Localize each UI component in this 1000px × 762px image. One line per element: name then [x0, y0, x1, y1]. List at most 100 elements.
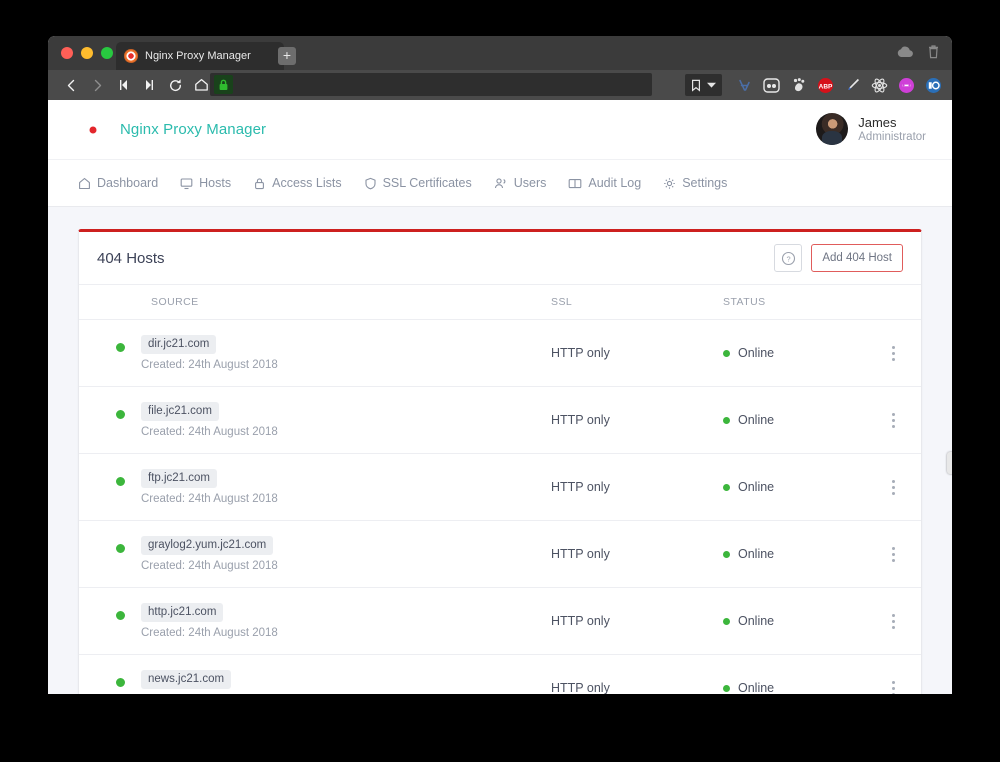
source-domain-badge[interactable]: file.jc21.com: [141, 402, 219, 421]
cell-actions: [865, 520, 921, 588]
back-icon[interactable]: [58, 73, 84, 97]
row-menu-button[interactable]: [865, 412, 921, 428]
nav-label: Dashboard: [97, 176, 159, 190]
trash-icon[interactable]: [927, 44, 940, 64]
nav-label: Audit Log: [588, 176, 642, 190]
row-menu-button[interactable]: [865, 479, 921, 495]
npm-logo-icon: [78, 115, 108, 145]
add-404-host-button[interactable]: Add 404 Host: [811, 244, 903, 272]
nav-item-users[interactable]: Users: [494, 176, 546, 190]
nav-item-settings[interactable]: Settings: [663, 176, 727, 190]
source-domain-badge[interactable]: dir.jc21.com: [141, 335, 217, 354]
minimize-window-button[interactable]: [81, 47, 93, 59]
card-header: 404 Hosts ? Add 404 Host: [79, 232, 921, 285]
table-row[interactable]: ftp.jc21.com Created: 24th August 2018 HTT…: [79, 453, 921, 521]
browser-nav-bar: ABP: [48, 70, 952, 100]
tabbar-right-icons: [897, 44, 940, 64]
nav-item-dashboard[interactable]: Dashboard: [78, 176, 158, 190]
table-row[interactable]: graylog2.yum.jc21.com Created: 24th Augus…: [79, 520, 921, 588]
ssl-value: HTTP only: [551, 614, 610, 628]
ssl-value: HTTP only: [551, 547, 610, 561]
status-label: Online: [738, 547, 775, 561]
cell-source: dir.jc21.com Created: 24th August 2018: [79, 319, 551, 387]
bookmark-icon: [692, 79, 700, 92]
close-window-button[interactable]: [61, 47, 73, 59]
source-domain-badge[interactable]: news.jc21.com: [141, 670, 232, 689]
nav-label: Hosts: [199, 176, 232, 190]
status-dot-icon: [115, 409, 126, 420]
monitor-icon: [180, 177, 193, 189]
brand-title[interactable]: Nginx Proxy Manager: [120, 121, 267, 138]
status-label: Online: [738, 346, 775, 360]
cell-actions: [865, 587, 921, 655]
react-devtools-icon[interactable]: [871, 77, 888, 94]
nav-item-hosts[interactable]: Hosts: [180, 176, 231, 190]
status-badge: Online: [723, 547, 865, 561]
status-dot-icon: [115, 610, 126, 621]
table-row[interactable]: http.jc21.com Created: 24th August 2018 HT…: [79, 587, 921, 655]
cell-ssl: HTTP only: [551, 520, 723, 588]
source-domain-badge[interactable]: http.jc21.com: [141, 603, 224, 622]
cell-source: ftp.jc21.com Created: 24th August 2018: [79, 453, 551, 521]
home-icon[interactable]: [188, 73, 214, 97]
status-dot-icon: [115, 342, 126, 353]
user-menu[interactable]: James Administrator: [816, 113, 926, 145]
wallet-icon[interactable]: [736, 77, 753, 94]
adblock-plus-icon[interactable]: ABP: [817, 77, 834, 94]
last-page-icon[interactable]: [136, 73, 162, 97]
cell-ssl: HTTP only: [551, 655, 723, 694]
page-edge-handle[interactable]: [947, 452, 952, 474]
svg-text:?: ?: [786, 254, 790, 263]
created-date: Created: 24th August 2018: [141, 560, 278, 572]
row-menu-button[interactable]: [865, 546, 921, 562]
cell-status: Online: [723, 655, 865, 694]
ssl-value: HTTP only: [551, 346, 610, 360]
https-everywhere-icon[interactable]: [925, 77, 942, 94]
source-domain-badge[interactable]: graylog2.yum.jc21.com: [141, 536, 274, 555]
gnome-icon[interactable]: [790, 77, 807, 94]
browser-tab-title: Nginx Proxy Manager: [145, 50, 251, 62]
table-body: dir.jc21.com Created: 24th August 2018 HTT…: [79, 319, 921, 694]
ssl-value: HTTP only: [551, 480, 610, 494]
reload-icon[interactable]: [162, 73, 188, 97]
cell-ssl: HTTP only: [551, 386, 723, 454]
table-row[interactable]: file.jc21.com Created: 24th August 2018 HT…: [79, 386, 921, 454]
maximize-window-button[interactable]: [101, 47, 113, 59]
row-menu-button[interactable]: [865, 680, 921, 694]
cell-status: Online: [723, 386, 865, 454]
cell-actions: [865, 319, 921, 387]
shield-icon: [365, 177, 376, 189]
page-viewport: Nginx Proxy Manager James Administrator …: [48, 100, 952, 694]
browser-tab[interactable]: Nginx Proxy Manager: [116, 42, 284, 70]
table-row[interactable]: dir.jc21.com Created: 24th August 2018 HTT…: [79, 319, 921, 387]
help-button[interactable]: ?: [774, 244, 803, 272]
cell-actions: [865, 453, 921, 521]
forward-icon[interactable]: [84, 73, 110, 97]
row-menu-button[interactable]: [865, 613, 921, 629]
nav-item-ssl-certificates[interactable]: SSL Certificates: [364, 176, 472, 190]
new-tab-button[interactable]: +: [278, 47, 296, 65]
app-header: Nginx Proxy Manager James Administrator: [48, 100, 952, 159]
first-page-icon[interactable]: [110, 73, 136, 97]
privacy-badger-icon[interactable]: [898, 77, 915, 94]
lock-icon: [255, 177, 265, 189]
nav-item-access-lists[interactable]: Access Lists: [253, 176, 342, 190]
column-header-status: STATUS: [723, 285, 865, 320]
cell-ssl: HTTP only: [551, 453, 723, 521]
row-menu-button[interactable]: [865, 345, 921, 361]
npm-logo-icon: [124, 49, 138, 63]
created-date: Created: 24th August 2018: [141, 627, 278, 639]
url-bar[interactable]: [210, 73, 652, 96]
source-domain-badge[interactable]: ftp.jc21.com: [141, 469, 217, 488]
status-label: Online: [738, 413, 775, 427]
cell-source: http.jc21.com Created: 24th August 2018: [79, 587, 551, 655]
lastpass-icon[interactable]: [763, 77, 780, 94]
nav-item-audit-log[interactable]: Audit Log: [568, 176, 641, 190]
cloud-icon[interactable]: [897, 45, 913, 63]
bookmark-button[interactable]: [685, 74, 722, 96]
cell-source: graylog2.yum.jc21.com Created: 24th Augus…: [79, 520, 551, 588]
eyedropper-icon[interactable]: [844, 77, 861, 94]
browser-window: Nginx Proxy Manager +: [48, 36, 952, 694]
column-header-source: SOURCE: [79, 285, 551, 320]
